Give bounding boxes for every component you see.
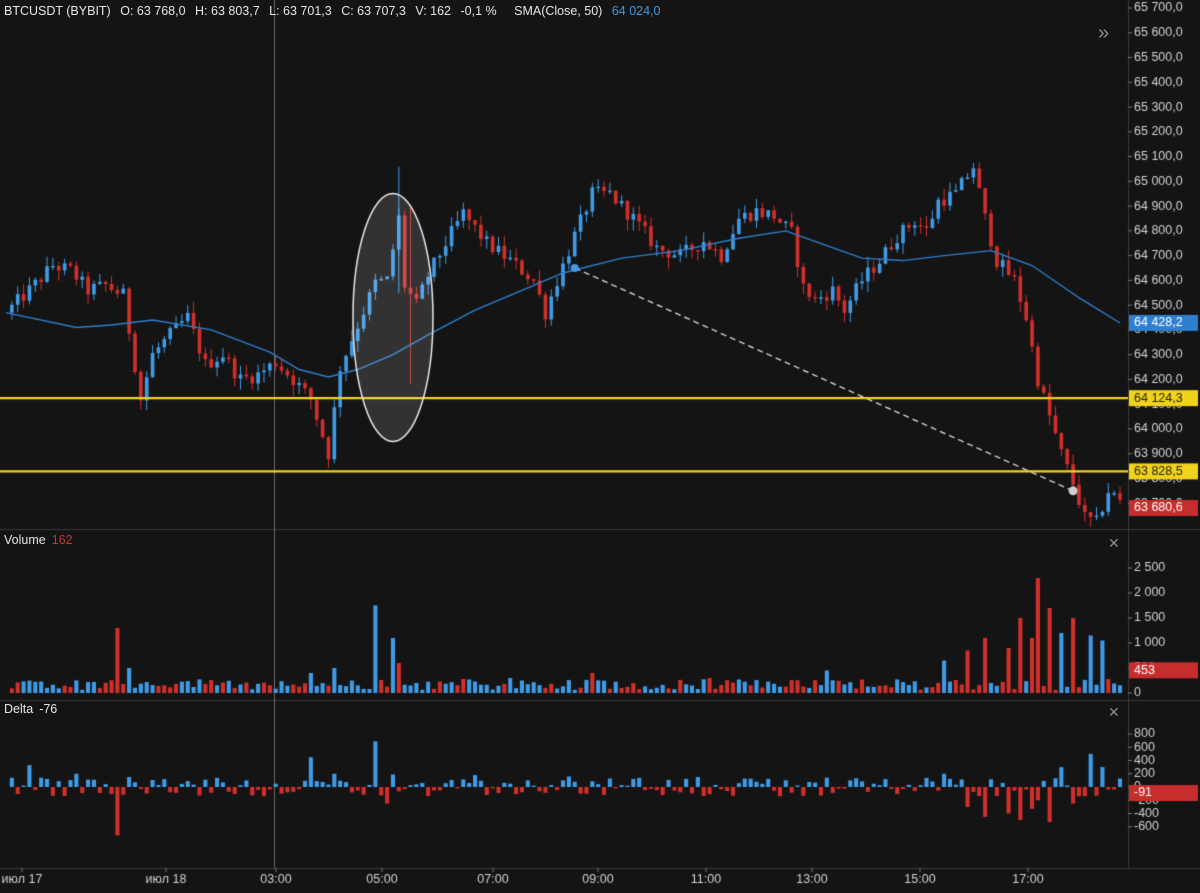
- high-value: H: 63 803,7: [195, 4, 260, 18]
- sma-label: SMA(Close, 50): [514, 4, 603, 18]
- sma-value: 64 024,0: [611, 4, 661, 18]
- change-value: -0,1 %: [460, 4, 497, 18]
- close-value: C: 63 707,3: [341, 4, 406, 18]
- volume-last-value: 162: [51, 533, 73, 547]
- delta-title: Delta: [4, 702, 34, 716]
- open-value: O: 63 768,0: [120, 4, 186, 18]
- double-chevron-right-icon[interactable]: »: [1098, 22, 1110, 44]
- symbol-label: BTCUSDT (BYBIT): [4, 4, 111, 18]
- low-value: L: 63 701,3: [269, 4, 332, 18]
- close-icon[interactable]: ✕: [1108, 535, 1120, 551]
- delta-panel-title: Delta -76: [4, 702, 57, 716]
- volume-panel-title: Volume 162: [4, 533, 73, 547]
- volume-title: Volume: [4, 533, 46, 547]
- delta-last-value: -76: [39, 702, 58, 716]
- chart-header: BTCUSDT (BYBIT) O: 63 768,0 H: 63 803,7 …: [4, 4, 667, 18]
- volume-value: V: 162: [415, 4, 452, 18]
- close-icon[interactable]: ✕: [1108, 704, 1120, 720]
